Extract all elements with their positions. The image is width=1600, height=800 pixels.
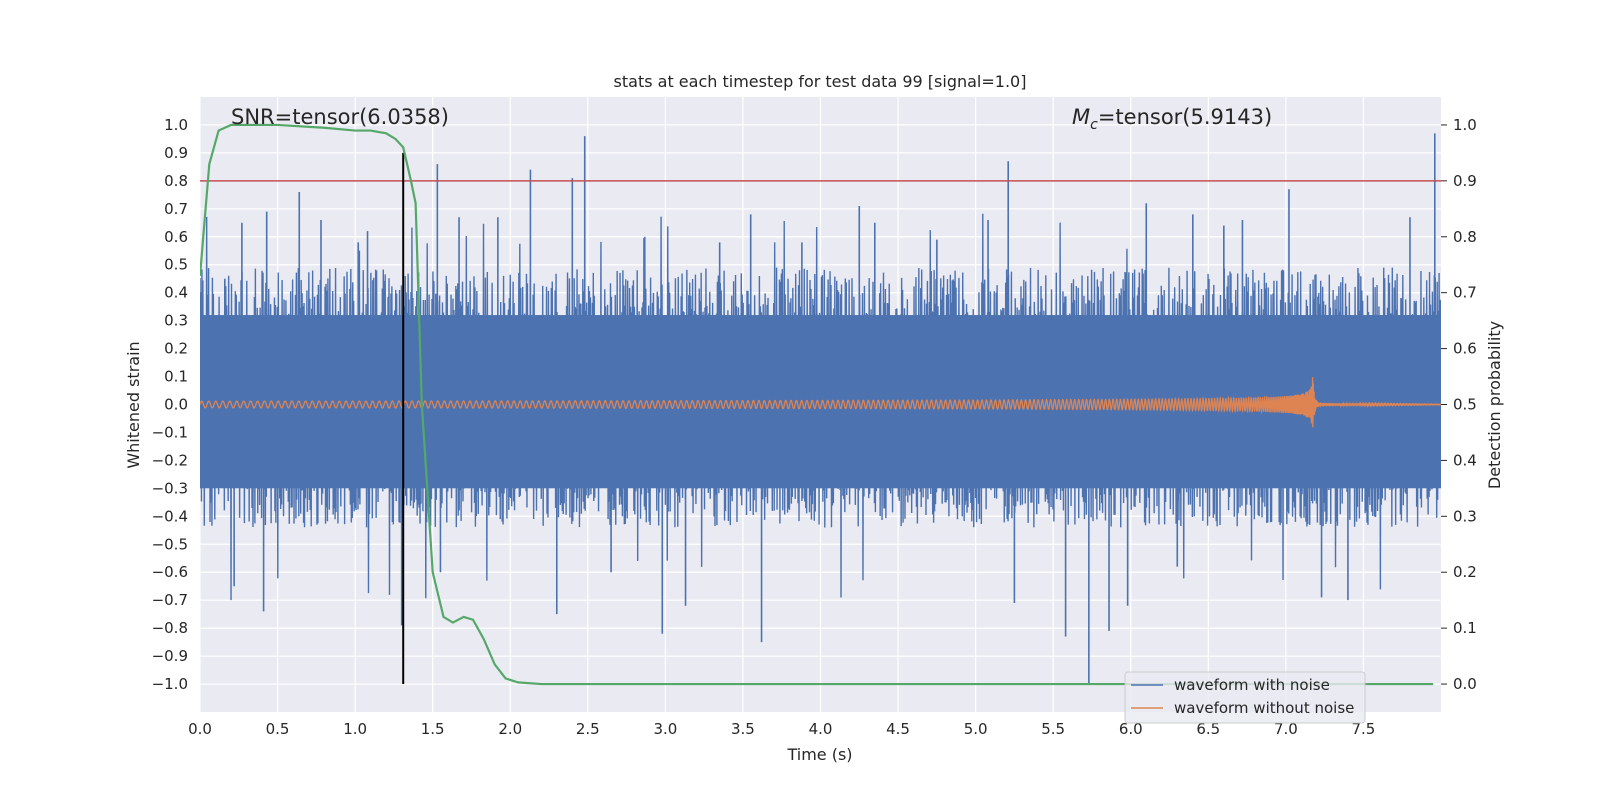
x-tick-label: 7.0 bbox=[1274, 720, 1298, 738]
y-right-tick-label: 0.6 bbox=[1453, 340, 1477, 358]
x-tick-label: 2.0 bbox=[498, 720, 522, 738]
x-tick-label: 5.5 bbox=[1041, 720, 1065, 738]
y-right-tick-label: 0.1 bbox=[1453, 619, 1477, 637]
y-left-tick-label: 0.3 bbox=[164, 312, 188, 330]
y-left-tick-label: 0.1 bbox=[164, 368, 188, 386]
y-left-tick-label: 0.9 bbox=[164, 144, 188, 162]
legend-label-clean: waveform without noise bbox=[1174, 699, 1354, 717]
legend-box bbox=[1124, 671, 1366, 724]
y-right-tick-label: 1.0 bbox=[1453, 116, 1477, 134]
y-left-tick-label: 0.6 bbox=[164, 228, 188, 246]
y-left-tick-label: −0.2 bbox=[152, 451, 188, 469]
x-tick-label: 3.0 bbox=[653, 720, 677, 738]
x-axis-label: Time (s) bbox=[786, 745, 852, 764]
y-left-tick-label: −0.9 bbox=[152, 647, 188, 665]
y-left-tick-label: 0.2 bbox=[164, 340, 188, 358]
y-left-tick-label: 0.5 bbox=[164, 256, 188, 274]
y-right-tick-label: 0.8 bbox=[1453, 228, 1477, 246]
y-left-tick-label: −0.3 bbox=[152, 479, 188, 497]
y-right-tick-label: 0.5 bbox=[1453, 396, 1477, 414]
y-left-tick-label: 0.0 bbox=[164, 396, 188, 414]
y-left-tick-label: −0.4 bbox=[152, 507, 188, 525]
y-axis-label-left: Whitened strain bbox=[124, 341, 143, 468]
x-tick-label: 2.5 bbox=[576, 720, 600, 738]
y-left-tick-label: 0.7 bbox=[164, 200, 188, 218]
y-left-tick-label: −0.6 bbox=[152, 563, 188, 581]
y-right-tick-label: 0.7 bbox=[1453, 284, 1477, 302]
y-right-tick-label: 0.0 bbox=[1453, 675, 1477, 693]
x-tick-label: 1.0 bbox=[343, 720, 367, 738]
y-right-tick-label: 0.9 bbox=[1453, 172, 1477, 190]
y-left-tick-label: 0.4 bbox=[164, 284, 188, 302]
x-tick-label: 6.5 bbox=[1196, 720, 1220, 738]
clean-waveform bbox=[200, 377, 1441, 428]
y-right-tick-label: 0.4 bbox=[1453, 451, 1477, 469]
y-left-tick-label: −0.1 bbox=[152, 423, 188, 441]
y-left-tick-label: 1.0 bbox=[164, 116, 188, 134]
legend: waveform with noise waveform without noi… bbox=[1124, 671, 1366, 724]
x-tick-label: 1.5 bbox=[421, 720, 445, 738]
x-tick-label: 4.5 bbox=[886, 720, 910, 738]
y-left-tick-label: −0.7 bbox=[152, 591, 188, 609]
y-left-tick-label: −0.8 bbox=[152, 619, 188, 637]
y-left-tick-label: −1.0 bbox=[152, 675, 188, 693]
y-left-tick-label: 0.8 bbox=[164, 172, 188, 190]
x-tick-label: 0.5 bbox=[266, 720, 290, 738]
x-tick-label: 0.0 bbox=[188, 720, 212, 738]
x-tick-label: 4.0 bbox=[809, 720, 833, 738]
y-right-tick-label: 0.2 bbox=[1453, 563, 1477, 581]
ticks: 0.0 0.5 1.0 1.5 2.0 2.5 3.0 3.5 4.0 4.5 5.0 5.5 6.0 6… bbox=[152, 116, 1477, 738]
mc-value: =tensor(5.9143) bbox=[1098, 105, 1272, 129]
data-layer bbox=[200, 123, 1441, 686]
y-right-tick-label: 0.3 bbox=[1453, 507, 1477, 525]
mc-subscript: c bbox=[1090, 117, 1098, 133]
legend-label-noise: waveform with noise bbox=[1174, 676, 1330, 694]
snr-annotation: SNR=tensor(6.0358) bbox=[231, 105, 449, 129]
mc-symbol: M bbox=[1072, 105, 1090, 129]
x-tick-label: 7.5 bbox=[1352, 720, 1376, 738]
y-axis-label-right: Detection probability bbox=[1485, 321, 1504, 489]
x-tick-label: 3.5 bbox=[731, 720, 755, 738]
mc-annotation: Mc=tensor(5.9143) bbox=[1072, 105, 1272, 133]
x-tick-label: 6.0 bbox=[1119, 720, 1143, 738]
chart-title: stats at each timestep for test data 99 … bbox=[614, 72, 1027, 91]
y-left-tick-label: −0.5 bbox=[152, 535, 188, 553]
x-tick-label: 5.0 bbox=[964, 720, 988, 738]
